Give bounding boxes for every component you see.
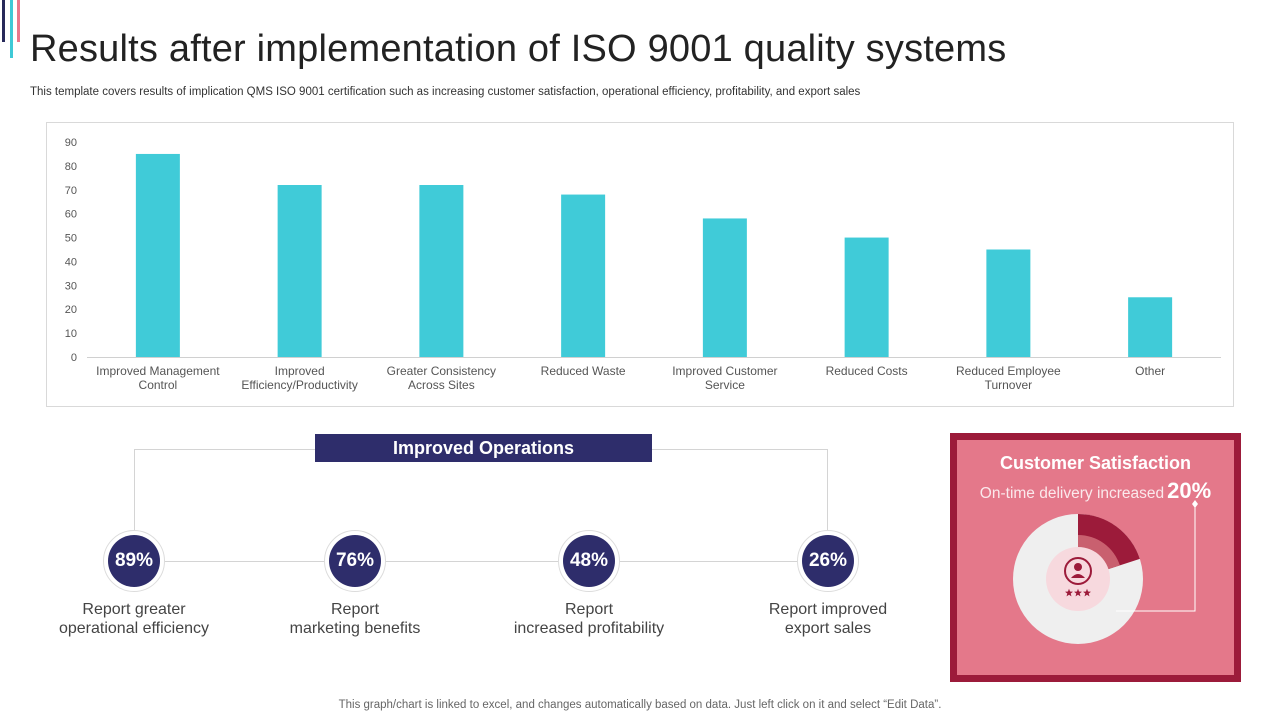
stat-label: Report marketing benefits bbox=[235, 600, 475, 638]
stat-label-line1: Report bbox=[330, 601, 380, 618]
y-tick-label: 30 bbox=[65, 280, 77, 292]
y-tick-label: 10 bbox=[65, 328, 77, 340]
x-tick-label: Control bbox=[139, 378, 178, 392]
bar[interactable] bbox=[844, 237, 889, 357]
bar[interactable] bbox=[135, 153, 180, 357]
stat-circle-ring: 76% bbox=[324, 530, 386, 592]
bar-chart-frame[interactable]: 0 10 20 30 40 50 60 70 80 90 Improved Management Co… bbox=[46, 122, 1234, 407]
bar[interactable] bbox=[1128, 297, 1173, 357]
page-subtitle: This template covers results of implicat… bbox=[30, 86, 861, 98]
y-tick-label: 50 bbox=[65, 233, 77, 245]
bar[interactable] bbox=[419, 185, 464, 357]
rating-star-icon bbox=[1065, 588, 1073, 597]
stat-value: 48% bbox=[563, 535, 615, 587]
stat-value: 89% bbox=[108, 535, 160, 587]
operations-title-banner: Improved Operations bbox=[315, 434, 652, 462]
rating-star-icon bbox=[1074, 588, 1082, 597]
x-tick-label: Reduced Waste bbox=[541, 364, 626, 378]
operations-connector-frame bbox=[134, 449, 828, 561]
stat-value: 26% bbox=[802, 535, 854, 587]
stat-label-line2: increased profitability bbox=[513, 620, 665, 637]
x-tick-label: Improved bbox=[275, 364, 325, 378]
stat-label-line1: Report improved bbox=[768, 601, 888, 618]
x-tick-label: Greater Consistency bbox=[387, 364, 496, 378]
stat-label-line2: marketing benefits bbox=[289, 620, 421, 637]
satisfaction-donut bbox=[1013, 500, 1198, 644]
y-tick-label: 70 bbox=[65, 185, 77, 197]
callout-line bbox=[1116, 506, 1196, 612]
y-tick-label: 60 bbox=[65, 209, 77, 221]
stat-circle-ring: 89% bbox=[103, 530, 165, 592]
delivery-percent: 20% bbox=[1167, 478, 1212, 503]
customer-satisfaction-title: Customer Satisfaction bbox=[999, 453, 1192, 473]
stat-label-line2: operational efficiency bbox=[58, 620, 210, 637]
x-tick-label: Reduced Employee bbox=[956, 364, 1061, 378]
stat-circle-ring: 26% bbox=[797, 530, 859, 592]
stat-circle-ring: 48% bbox=[558, 530, 620, 592]
accent-bar-pink bbox=[17, 0, 20, 42]
callout-marker bbox=[1192, 500, 1198, 508]
y-tick-label: 80 bbox=[65, 161, 77, 173]
x-tick-label: Turnover bbox=[985, 378, 1033, 392]
x-tick-label: Improved Customer bbox=[672, 364, 777, 378]
stat-label-line1: Report bbox=[564, 601, 614, 618]
customer-satisfaction-subtitle: On-time delivery increased 20% bbox=[957, 478, 1234, 504]
x-tick-label: Other bbox=[1135, 364, 1165, 378]
rating-star-icon bbox=[1083, 588, 1091, 597]
bar[interactable] bbox=[561, 194, 606, 357]
x-tick-label: Reduced Costs bbox=[826, 364, 908, 378]
footer-note: This graph/chart is linked to excel, and… bbox=[338, 699, 942, 711]
stat-label-line1: Report greater bbox=[82, 601, 186, 618]
bar[interactable] bbox=[702, 218, 747, 357]
person-icon bbox=[1064, 557, 1092, 585]
accent-bar-cyan bbox=[10, 0, 13, 58]
y-tick-label: 40 bbox=[65, 256, 77, 268]
stat-label: Report improved export sales bbox=[708, 600, 948, 638]
stat-label-line2: export sales bbox=[784, 620, 872, 637]
y-tick-label: 90 bbox=[65, 137, 77, 149]
stat-label: Report increased profitability bbox=[469, 600, 709, 638]
x-tick-label: Improved Management bbox=[96, 364, 220, 378]
page-title: Results after implementation of ISO 9001… bbox=[30, 28, 1007, 70]
bar[interactable] bbox=[986, 249, 1031, 358]
x-tick-label: Across Sites bbox=[408, 378, 475, 392]
bar-chart[interactable]: 0 10 20 30 40 50 60 70 80 90 Improved ManagementCo… bbox=[47, 123, 1235, 408]
donut-center bbox=[1046, 547, 1110, 611]
operations-connector-line bbox=[134, 561, 828, 562]
y-tick-label: 0 bbox=[71, 352, 77, 364]
person-head bbox=[1074, 563, 1082, 571]
delivery-text: On-time delivery increased bbox=[979, 485, 1165, 502]
y-tick-label: 20 bbox=[65, 304, 77, 316]
person-body bbox=[1071, 574, 1085, 578]
accent-bar-navy bbox=[2, 0, 5, 42]
stat-value: 76% bbox=[329, 535, 381, 587]
stat-label: Report greater operational efficiency bbox=[14, 600, 254, 638]
x-tick-label: Service bbox=[705, 378, 745, 392]
customer-satisfaction-panel: Customer Satisfaction On-time delivery i… bbox=[950, 433, 1241, 682]
bar[interactable] bbox=[277, 185, 322, 357]
x-tick-label: Efficiency/Productivity bbox=[241, 378, 358, 392]
